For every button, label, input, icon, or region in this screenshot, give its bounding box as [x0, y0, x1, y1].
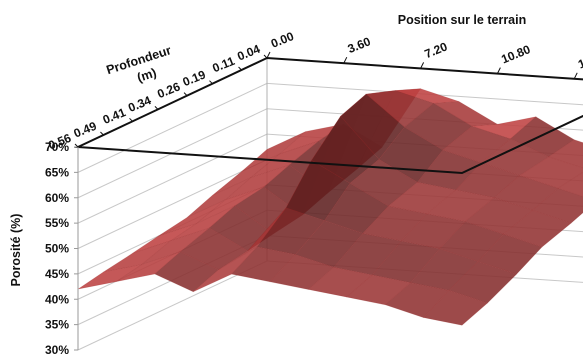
x-tick-label: 7.20: [422, 39, 449, 61]
y-tick-mark: [100, 131, 104, 136]
x-tick-label: 3.60: [346, 34, 373, 56]
z-tick-label: 65%: [45, 165, 69, 179]
z-tick-label: 70%: [45, 140, 69, 154]
y-tick-label: 0.41: [101, 105, 128, 127]
x-tick-mark: [573, 72, 578, 80]
z-tick-label: 30%: [45, 343, 69, 357]
chart-labels: 30% 35% 40% 45% 50% 55% 60% 65% 70% 0.00 3.60 7.20 1…: [9, 13, 583, 357]
y-tick-label: 0.11: [210, 54, 237, 76]
x-tick-mark: [343, 56, 348, 64]
y-tick-mark: [263, 54, 268, 59]
y-tick-label: 0.26: [155, 79, 182, 101]
x-tick-label: 14.40: [576, 47, 583, 71]
z-tick-label: 60%: [45, 191, 69, 205]
z-tick-label: 35%: [45, 318, 69, 332]
surface-facet: [557, 171, 583, 197]
y-tick-label: 0.04: [235, 42, 262, 64]
y-tick-label: 0.34: [126, 93, 153, 115]
y-tick-mark: [154, 105, 159, 110]
y-axis-title-line2: (m): [135, 66, 158, 85]
z-axis-title: Porosité (%): [9, 214, 23, 287]
surface-facet: [548, 139, 583, 169]
x-tick-mark: [266, 51, 271, 59]
side-gridline: [77, 159, 268, 249]
top-frame: [74, 56, 583, 175]
y-tick-mark: [129, 117, 133, 122]
surface-plot: [77, 88, 583, 326]
x-tick-label: 0.00: [269, 29, 296, 51]
y-tick-mark: [74, 143, 79, 148]
y-tick-mark: [238, 66, 242, 71]
y-tick-label: 0.19: [181, 67, 208, 89]
y-tick-mark: [209, 80, 213, 85]
side-gridline: [77, 82, 268, 173]
x-tick-label: 10.80: [499, 42, 532, 66]
side-gridline: [77, 260, 268, 351]
side-gridline: [77, 133, 268, 224]
z-tick-label: 55%: [45, 216, 69, 230]
y-tick-label: 0.49: [72, 119, 99, 141]
y-tick-mark: [183, 92, 188, 97]
z-tick-label: 45%: [45, 267, 69, 281]
z-tick-label: 40%: [45, 292, 69, 306]
x-axis-title: Position sur le terrain: [398, 13, 527, 27]
back-gridline: [266, 82, 583, 106]
x-tick-mark: [420, 62, 425, 69]
z-tick-label: 50%: [45, 242, 69, 256]
surface-facet: [423, 290, 488, 326]
x-tick-mark: [496, 67, 501, 74]
